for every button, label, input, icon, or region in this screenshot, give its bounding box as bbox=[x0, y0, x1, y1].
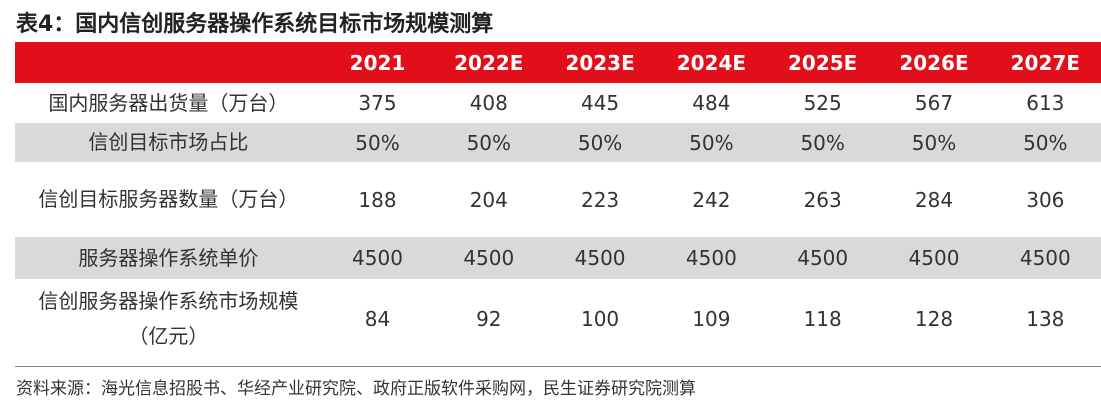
table-cell: 50% bbox=[466, 130, 512, 155]
table-cell: 223 bbox=[580, 187, 620, 212]
table-cell: 613 bbox=[1026, 91, 1065, 115]
table-cell: 242 bbox=[692, 187, 731, 212]
header-cell-2021: 2021 bbox=[349, 50, 406, 75]
table-cell: 4500 bbox=[908, 246, 960, 270]
table-cell: 188 bbox=[358, 187, 397, 212]
table-cell: 100 bbox=[580, 306, 620, 331]
table-cell: 4500 bbox=[574, 246, 626, 270]
row-label: 信创目标市场占比 bbox=[88, 130, 249, 154]
table-row: 国内服务器出货量（万台） 375 408 445 484 525 567 613 bbox=[15, 83, 1101, 123]
table-cell: 525 bbox=[803, 91, 842, 115]
header-row: 2021 2022E 2023E 2024E 2025E 2026E 2027E bbox=[15, 42, 1101, 83]
row-label: 国内服务器出货量（万台） bbox=[48, 90, 289, 115]
table-cell: 408 bbox=[469, 91, 508, 115]
table-cell: 109 bbox=[692, 306, 731, 331]
header-cell-2025e: 2025E bbox=[788, 50, 858, 75]
header-cell-empty bbox=[15, 42, 322, 83]
table-cell: 138 bbox=[1026, 306, 1065, 331]
table-cell: 4500 bbox=[685, 246, 737, 270]
table-cell: 50% bbox=[800, 130, 845, 155]
market-size-table: 2021 2022E 2023E 2024E 2025E 2026E 2027E… bbox=[15, 42, 1101, 358]
table-cell: 284 bbox=[914, 187, 954, 212]
table-cell: 50% bbox=[577, 130, 623, 155]
table-cell: 4500 bbox=[1019, 246, 1071, 270]
header-cell-2024e: 2024E bbox=[676, 50, 747, 75]
table-row: 服务器操作系统单价 4500 4500 4500 4500 4500 4500 … bbox=[15, 237, 1101, 279]
table-row: 信创目标服务器数量（万台） 188 204 223 242 263 284 30… bbox=[15, 162, 1101, 237]
table-cell: 306 bbox=[1026, 187, 1065, 212]
table-cell: 484 bbox=[692, 91, 731, 115]
table-cell: 445 bbox=[580, 91, 620, 115]
header-cell-2023e: 2023E bbox=[565, 50, 635, 75]
header-cell-2022e: 2022E bbox=[454, 50, 524, 75]
header-cell-2027e: 2027E bbox=[1010, 50, 1080, 75]
table-title: 表4：国内信创服务器操作系统目标市场规模测算 bbox=[16, 12, 494, 37]
row-label: 信创服务器操作系统市场规模（亿元） bbox=[38, 288, 299, 348]
table-cell: 50% bbox=[911, 130, 957, 155]
table-cell: 84 bbox=[364, 306, 391, 331]
bottom-rule bbox=[15, 366, 1101, 367]
table-cell: 128 bbox=[914, 306, 954, 331]
table-cell: 4500 bbox=[797, 246, 849, 270]
table-cell: 50% bbox=[355, 130, 400, 155]
table-row: 信创目标市场占比 50% 50% 50% 50% 50% 50% 50% bbox=[15, 123, 1101, 162]
table-cell: 567 bbox=[914, 91, 954, 115]
table-cell: 263 bbox=[803, 187, 842, 212]
table-row: 信创服务器操作系统市场规模（亿元） 84 92 100 109 118 128 … bbox=[15, 279, 1101, 358]
table-cell: 50% bbox=[1023, 130, 1068, 155]
row-label: 信创目标服务器数量（万台） bbox=[38, 187, 299, 211]
table-cell: 204 bbox=[469, 187, 508, 212]
table-cell: 118 bbox=[803, 306, 842, 331]
table-cell: 50% bbox=[689, 130, 734, 155]
header-cell-2026e: 2026E bbox=[899, 50, 969, 75]
table-cell: 4500 bbox=[352, 246, 403, 270]
source-note: 资料来源：海光信息招股书、华经产业研究院、政府正版软件采购网，民生证券研究院测算 bbox=[16, 379, 696, 399]
table-cell: 4500 bbox=[463, 246, 515, 270]
table-cell: 92 bbox=[476, 306, 502, 331]
table-cell: 375 bbox=[358, 91, 397, 115]
row-label: 服务器操作系统单价 bbox=[78, 245, 259, 270]
